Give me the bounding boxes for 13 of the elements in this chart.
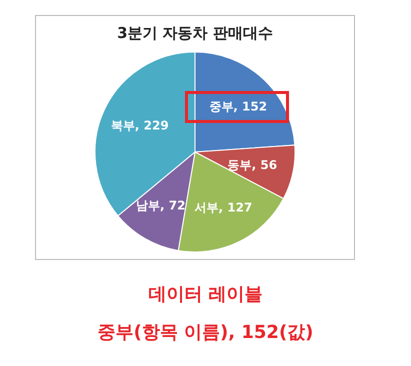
slice-label: 서부	[194, 200, 218, 215]
data-label: , 229	[134, 118, 169, 133]
slice-label: 중부	[209, 100, 234, 114]
slice-label: 북부	[110, 118, 135, 133]
data-label: , 56	[252, 158, 278, 172]
text: 데이터 레이블	[147, 283, 264, 306]
data-label: , 152	[233, 100, 268, 114]
text: 중부(항목 이름), 152(값)	[96, 321, 314, 344]
data-label: , 72	[160, 198, 186, 213]
chart-title: 3분기 자동차 판매대수	[117, 24, 273, 42]
data-label: , 127	[218, 200, 252, 215]
slice-label: 남부	[136, 198, 160, 213]
slice-label: 동부	[228, 158, 252, 172]
